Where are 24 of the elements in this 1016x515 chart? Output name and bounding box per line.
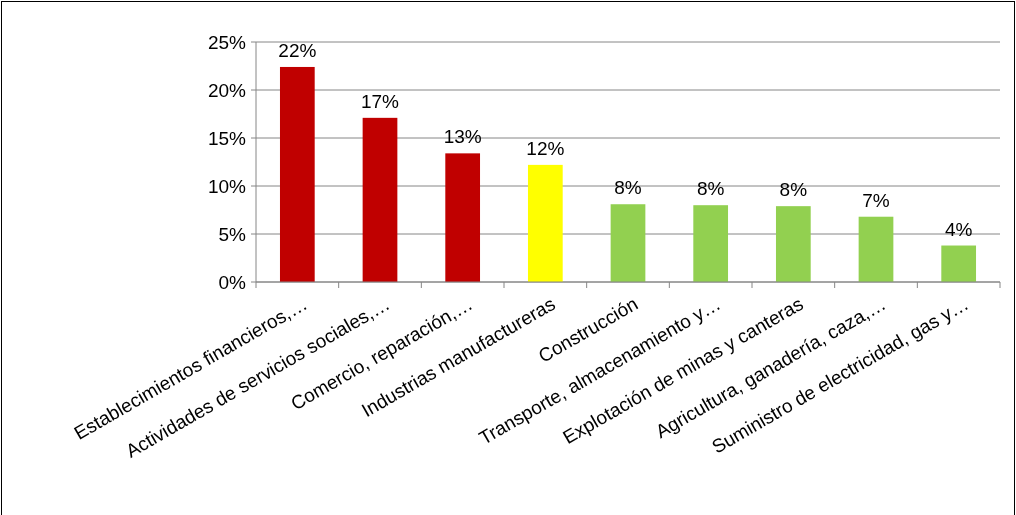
- data-label: 17%: [360, 90, 400, 112]
- data-label: 12%: [526, 137, 565, 159]
- bar: [941, 245, 977, 282]
- data-label: 8%: [614, 177, 642, 199]
- y-tick-label: 10%: [207, 175, 247, 197]
- y-tick-label: 5%: [218, 223, 247, 245]
- data-label: 8%: [779, 179, 808, 201]
- y-tick-label: 0%: [218, 271, 247, 293]
- bar: [693, 205, 729, 282]
- data-label: 4%: [944, 218, 973, 240]
- y-tick-label: 20%: [207, 79, 247, 101]
- data-label: 8%: [696, 178, 725, 200]
- bar: [858, 216, 894, 282]
- bar: [775, 206, 811, 282]
- data-label: 22%: [278, 39, 317, 61]
- bar: [279, 66, 315, 282]
- y-tick-label: 25%: [207, 31, 247, 53]
- bar: [527, 164, 563, 282]
- bar: [362, 117, 398, 282]
- bar: [610, 204, 646, 282]
- data-label: 13%: [443, 126, 482, 148]
- data-label: 7%: [862, 189, 890, 211]
- bar: [445, 153, 481, 282]
- y-tick-label: 15%: [207, 127, 247, 149]
